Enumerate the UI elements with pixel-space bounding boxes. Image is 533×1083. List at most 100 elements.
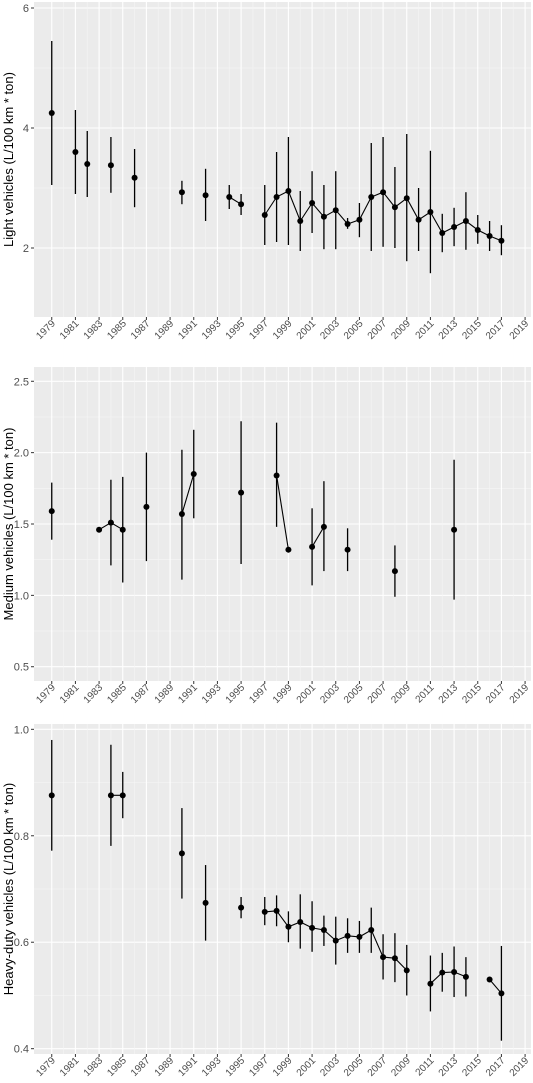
data-point (48, 508, 55, 515)
x-tick-label: 2005 (342, 1055, 366, 1078)
data-point (178, 850, 185, 857)
x-tick-label: 2019 (508, 1055, 532, 1078)
x-tick-label: 2011 (414, 1055, 437, 1078)
y-axis-title: Heavy-duty vehicles (L/100 km * ton) (1, 783, 16, 995)
x-tick-label: 2003 (318, 1055, 342, 1078)
data-point (131, 174, 138, 181)
data-point (380, 189, 387, 196)
x-tick-label: 2005 (342, 682, 366, 706)
x-tick-label: 2013 (437, 1055, 461, 1078)
x-tick-label: 2019 (508, 318, 532, 342)
x-tick-label: 2013 (437, 318, 461, 342)
x-tick-label: 1985 (105, 1055, 129, 1078)
data-point (332, 937, 339, 944)
x-tick-label: 1995 (224, 318, 248, 342)
data-point (344, 546, 351, 553)
series-line (181, 473, 195, 515)
data-point (451, 526, 458, 533)
data-point (427, 980, 434, 987)
data-point (403, 967, 410, 974)
x-tick-label: 1991 (176, 1055, 200, 1078)
x-tick-label: 1979 (34, 682, 58, 706)
x-tick-label: 1981 (58, 318, 82, 342)
x-tick-label: 2001 (295, 682, 319, 706)
data-point (320, 213, 327, 220)
x-tick-label: 1991 (176, 682, 200, 706)
data-point (273, 194, 280, 200)
data-point (474, 227, 481, 233)
x-tick-label: 2003 (318, 318, 342, 342)
data-point (107, 792, 114, 799)
data-point (320, 523, 327, 530)
data-point (320, 926, 327, 933)
data-point (415, 216, 422, 223)
x-tick-label: 1993 (200, 682, 224, 706)
data-point (273, 907, 280, 914)
data-point (439, 969, 446, 976)
x-tick-label: 2009 (389, 1055, 413, 1078)
data-point (238, 201, 245, 208)
data-point (273, 472, 280, 479)
data-point (238, 904, 245, 911)
data-point (356, 933, 363, 940)
data-point (462, 973, 469, 980)
x-tick-label: 1991 (176, 318, 200, 342)
x-tick-label: 1981 (58, 682, 82, 706)
y-tick-label: 0.6 (14, 937, 29, 949)
y-tick-label: 4 (23, 123, 29, 135)
x-tick-label: 1987 (129, 682, 153, 706)
x-tick-label: 1993 (200, 1055, 224, 1078)
data-point (190, 471, 197, 478)
x-tick-label: 2001 (295, 1055, 319, 1078)
y-tick-label: 1.0 (14, 724, 29, 736)
data-point (261, 908, 268, 915)
data-point (309, 924, 316, 931)
x-tick-label: 1997 (247, 318, 271, 342)
data-point (297, 919, 304, 925)
data-point (119, 526, 126, 533)
data-point (380, 954, 387, 961)
x-tick-label: 2017 (484, 682, 508, 706)
x-tick-label: 1983 (82, 1055, 106, 1078)
x-tick-label: 2003 (318, 682, 342, 706)
data-point (486, 233, 493, 239)
data-point (285, 546, 292, 553)
panel-background (34, 2, 531, 317)
y-tick-label: 0.4 (14, 1044, 29, 1056)
y-tick-label: 0.8 (14, 831, 29, 843)
data-point (178, 511, 185, 518)
x-tick-label: 2011 (414, 318, 437, 341)
x-tick-label: 1979 (34, 318, 58, 342)
x-tick-label: 1989 (153, 1055, 177, 1078)
y-tick-label: 2 (23, 243, 29, 255)
chart-panel-3: 0.4 0.6 0.8 1.0 1979 1981 1983 1985 1987 1989 1991… (1, 724, 532, 1079)
data-point (107, 162, 114, 169)
data-point (143, 503, 150, 510)
data-point (368, 194, 375, 200)
x-tick-label: 1983 (82, 318, 106, 342)
data-point (119, 792, 126, 799)
data-point (238, 489, 245, 496)
y-tick-label: 6 (23, 3, 29, 15)
data-point (309, 200, 316, 206)
data-point (48, 792, 55, 799)
y-tick-label: 2.5 (14, 376, 29, 388)
x-tick-label: 1979 (34, 1055, 58, 1078)
x-tick-label: 1997 (247, 1055, 271, 1078)
data-point (451, 224, 458, 230)
data-point (486, 976, 493, 983)
x-tick-label: 2017 (484, 1055, 508, 1078)
series-line (311, 526, 325, 548)
y-axis-title: Light vehicles (L/100 km * ton) (1, 72, 16, 247)
data-point (226, 194, 233, 200)
y-tick-label: 1.0 (14, 590, 29, 602)
x-tick-label: 1985 (105, 682, 129, 706)
x-tick-label: 1999 (271, 682, 295, 706)
data-point (391, 955, 398, 962)
data-point (344, 932, 351, 939)
y-tick-label: 1.5 (14, 519, 29, 531)
